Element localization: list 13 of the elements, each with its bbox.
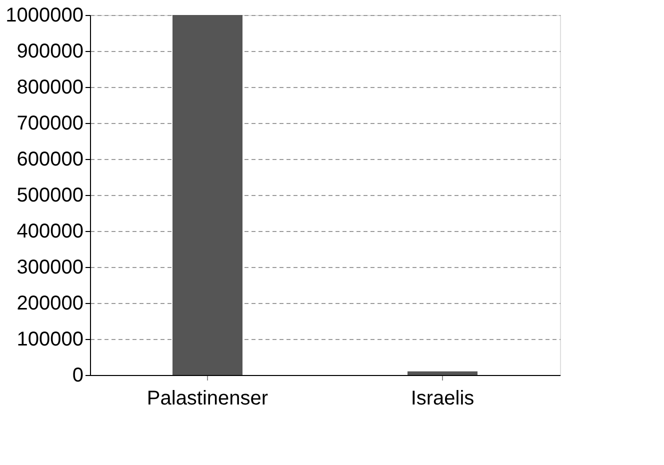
y-tick-label: 1000000 — [6, 4, 84, 26]
y-tick-label: 800000 — [16, 76, 84, 98]
y-tick-label: 500000 — [16, 184, 84, 206]
y-tick-label: 600000 — [16, 148, 84, 170]
y-tick-label: 900000 — [16, 40, 84, 62]
y-tick-label: 700000 — [16, 112, 84, 134]
x-tick-label: Israelis — [410, 388, 474, 410]
y-tick-label: 400000 — [16, 220, 84, 242]
y-tick-label: 0 — [72, 364, 84, 386]
y-tick-label: 100000 — [16, 328, 84, 350]
x-tick-label: Palastinenser — [146, 388, 268, 410]
y-tick-label: 300000 — [16, 256, 84, 278]
y-tick-label: 200000 — [16, 292, 84, 314]
